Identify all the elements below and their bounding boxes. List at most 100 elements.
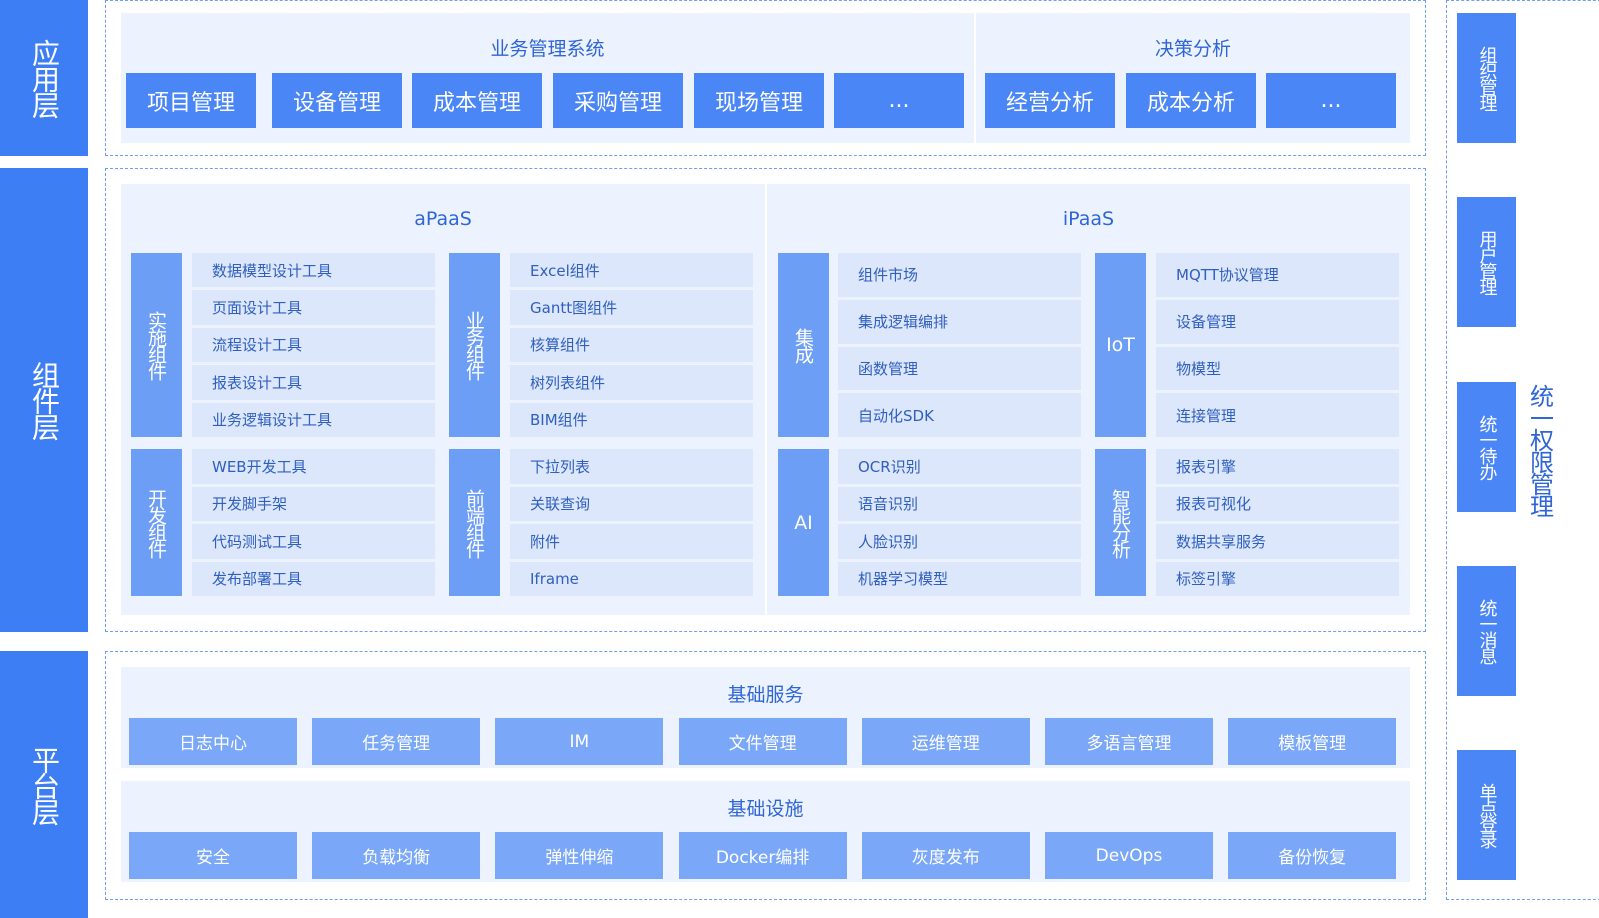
label: 成本分析 — [1146, 90, 1235, 116]
label: 基础设施 — [727, 797, 804, 820]
platform-item: 任务管理 — [312, 718, 481, 765]
component-item: 代码测试工具 — [192, 524, 435, 559]
block-label: IoT — [1095, 253, 1146, 437]
label: 标签引擎 — [1176, 570, 1237, 589]
label: 单点登录 — [1476, 783, 1498, 847]
platform-item: 模板管理 — [1228, 718, 1397, 765]
label: 统一消息 — [1476, 599, 1498, 663]
component-item: 数据模型设计工具 — [192, 253, 435, 288]
block-label: 开发组件 — [131, 449, 182, 596]
side-title: 统一权限管理 — [1522, 360, 1558, 540]
component-item: 树列表组件 — [510, 365, 753, 400]
platform-item: 日志中心 — [129, 718, 297, 765]
label: 代码测试工具 — [212, 532, 303, 551]
app-module: 采购管理 — [553, 73, 683, 128]
label: 业务逻辑设计工具 — [212, 411, 333, 430]
block-label: 智能分析 — [1095, 449, 1146, 596]
label: 多语言管理 — [1086, 734, 1172, 754]
component-item: 报表引擎 — [1156, 449, 1399, 484]
component-item: 数据共享服务 — [1156, 524, 1399, 559]
label: 应用层 — [28, 39, 61, 117]
label: IM — [569, 731, 590, 752]
label: 树列表组件 — [530, 373, 606, 392]
label: 业务管理系统 — [490, 37, 605, 60]
label: 灰度发布 — [911, 848, 980, 868]
component-item: 核算组件 — [510, 327, 753, 363]
component-item: 语音识别 — [838, 486, 1081, 521]
component-item: 页面设计工具 — [192, 290, 435, 325]
component-item: 流程设计工具 — [192, 327, 435, 363]
label: 采购管理 — [573, 90, 662, 116]
group-title: 基础服务 — [121, 676, 1410, 710]
label: 基础服务 — [727, 683, 804, 706]
component-item: 报表设计工具 — [192, 365, 435, 400]
component-item: 自动化SDK — [838, 393, 1081, 437]
layer-label: 组件层 — [0, 168, 88, 632]
app-module: 设备管理 — [272, 73, 402, 128]
group-title: aPaaS — [121, 200, 765, 238]
platform-item: 多语言管理 — [1045, 718, 1213, 765]
label: aPaaS — [414, 208, 472, 230]
component-item: 发布部署工具 — [192, 561, 435, 596]
label: 函数管理 — [858, 359, 919, 378]
app-module: ... — [1266, 73, 1396, 128]
platform-frame — [105, 651, 1426, 900]
label: 开发组件 — [145, 488, 167, 557]
app-module: ... — [834, 73, 964, 128]
component-item: Excel组件 — [510, 253, 753, 288]
label: OCR识别 — [858, 457, 921, 476]
side-item: 统一消息 — [1457, 566, 1516, 696]
app-module: 现场管理 — [694, 73, 824, 128]
label: 备份恢复 — [1278, 848, 1347, 868]
component-item: 报表可视化 — [1156, 486, 1399, 521]
label: 集成逻辑编排 — [858, 313, 949, 332]
label: ... — [1320, 88, 1342, 113]
component-item: OCR识别 — [838, 449, 1081, 484]
component-item: MQTT协议管理 — [1156, 253, 1399, 297]
component-item: 函数管理 — [838, 346, 1081, 391]
label: 设备管理 — [1176, 313, 1237, 332]
label: BIM组件 — [530, 411, 588, 430]
label: 下拉列表 — [530, 457, 591, 476]
label: 开发脚手架 — [212, 495, 288, 514]
component-item: 附件 — [510, 524, 753, 559]
label: 机器学习模型 — [858, 570, 949, 589]
block-label: 前端组件 — [449, 449, 500, 596]
component-item: 关联查询 — [510, 486, 753, 521]
side-item: 统一待办 — [1457, 382, 1516, 512]
app-module: 成本管理 — [412, 73, 542, 128]
component-item: WEB开发工具 — [192, 449, 435, 484]
label: iPaaS — [1062, 208, 1115, 230]
block-label: AI — [778, 449, 829, 596]
layer-label: 应用层 — [0, 0, 88, 156]
label: 发布部署工具 — [212, 570, 303, 589]
label: 业务组件 — [463, 311, 485, 379]
label: 智能分析 — [1109, 488, 1131, 557]
platform-item: 弹性伸缩 — [495, 832, 664, 879]
label: 连接管理 — [1176, 406, 1237, 425]
label: 集成 — [792, 328, 814, 362]
layer-label: 平台层 — [0, 651, 88, 918]
label: 报表引擎 — [1176, 457, 1237, 476]
platform-item: Docker编排 — [678, 832, 847, 879]
platform-item: IM — [495, 718, 664, 765]
label: 模板管理 — [1278, 734, 1347, 754]
block-label: 业务组件 — [449, 253, 500, 437]
app-module: 成本分析 — [1126, 73, 1256, 128]
label: 流程设计工具 — [212, 336, 303, 355]
component-item: Gantt图组件 — [510, 290, 753, 325]
label: 组件市场 — [858, 266, 919, 285]
component-item: 组件市场 — [838, 253, 1081, 297]
label: 前端组件 — [463, 488, 485, 557]
component-item: 机器学习模型 — [838, 561, 1081, 596]
label: 用户管理 — [1476, 230, 1498, 294]
label: 统一待办 — [1476, 415, 1498, 479]
label: 任务管理 — [362, 734, 431, 754]
label: 报表可视化 — [1176, 495, 1252, 514]
label: 运维管理 — [911, 734, 980, 754]
side-item: 组织管理 — [1457, 13, 1516, 143]
app-module: 项目管理 — [126, 73, 256, 128]
label: 页面设计工具 — [212, 299, 303, 318]
component-item: 标签引擎 — [1156, 561, 1399, 596]
